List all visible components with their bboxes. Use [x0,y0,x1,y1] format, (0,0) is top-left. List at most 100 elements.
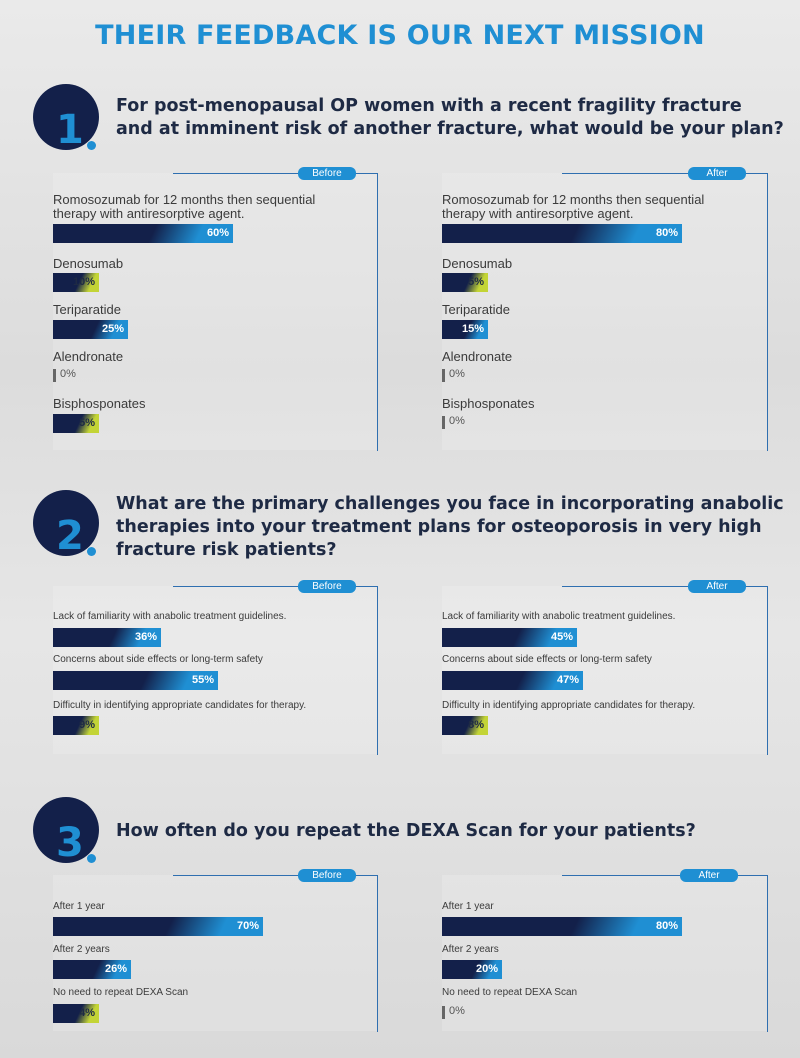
bar: 47% [442,671,583,690]
data-label: 45% [550,631,573,643]
chart-panel [53,586,377,754]
data-label: 0% [449,1005,465,1017]
chart-panel [442,875,767,1031]
category-label: Alendronate [442,349,513,364]
question-text-line: fracture risk patients? [116,540,337,560]
page-title: THEIR FEEDBACK IS OUR NEXT MISSION [95,20,705,51]
category-label: Lack of familiarity with anabolic treatm… [442,611,676,622]
bar: 45% [442,628,577,647]
chart-panel-frame [173,173,378,451]
question-badge [33,490,99,556]
panel-tab-label: Before [298,869,356,882]
question-number: 3 [56,820,84,866]
bar: 25% [53,320,128,339]
chart-panel-frame [173,586,378,755]
data-label: 26% [104,963,127,975]
category-label: Difficulty in identifying appropriate ca… [442,700,696,711]
question-number: 2 [56,513,84,559]
question-badge [33,84,99,150]
question-text-line: How often do you repeat the DEXA Scan fo… [116,821,696,841]
panel-tab-label: After [688,167,746,180]
zero-bar-marker [53,369,56,382]
category-label: No need to repeat DEXA Scan [53,987,189,998]
zero-bar-marker [442,369,445,382]
data-label: 8% [468,719,484,731]
data-label: 9% [79,719,95,731]
bar: 70% [53,917,263,936]
category-label: After 2 years [442,944,499,955]
data-label: 5% [468,276,484,288]
question-text-line: therapies into your treatment plans for … [116,517,762,537]
bar: 8% [442,716,488,735]
data-label: 25% [101,323,124,335]
data-label: 0% [60,368,76,380]
zero-bar-marker [442,416,445,429]
category-label: Difficulty in identifying appropriate ca… [53,700,307,711]
category-label: Bisphosponates [53,396,146,411]
bar: 5% [442,273,488,292]
data-label: 80% [655,920,678,932]
data-label: 55% [191,674,214,686]
category-label: After 2 years [53,944,110,955]
panel-tab-label: After [688,580,746,593]
data-label: 0% [449,368,465,380]
chart-panel [442,173,767,450]
chart-panel [53,173,377,450]
category-label: Lack of familiarity with anabolic treatm… [53,611,287,622]
question-badge [33,797,99,863]
data-label: 80% [655,227,678,239]
category-label: Alendronate [53,349,124,364]
panel-tab-label: Before [298,167,356,180]
panel-tab-label: After [680,869,738,882]
data-label: 60% [206,227,229,239]
data-label: 4% [79,1007,95,1019]
category-label: Denosumab [53,256,124,271]
category-label: Concerns about side effects or long-term… [442,654,652,665]
question-text-line: For post-menopausal OP women with a rece… [116,96,742,116]
category-label: No need to repeat DEXA Scan [442,987,578,998]
data-label: 36% [134,631,157,643]
bar: 20% [442,960,502,979]
category-label: After 1 year [53,901,105,912]
bar: 80% [442,224,682,243]
bar: 36% [53,628,161,647]
chart-panel-frame [562,173,768,451]
bar: 26% [53,960,131,979]
data-label: 10% [72,276,95,288]
category-label: Romosozumab for 12 months then sequentia… [442,192,705,221]
question-number-dot [87,141,96,150]
data-label: 70% [236,920,259,932]
category-label: Teriparatide [442,302,510,317]
question-number-dot [87,547,96,556]
bar: 4% [53,1004,99,1023]
question-text-line: What are the primary challenges you face… [116,494,784,514]
bar: 55% [53,671,218,690]
chart-panel [442,586,767,754]
category-label: Concerns about side effects or long-term… [53,654,263,665]
chart-panel-frame [562,875,768,1032]
chart-panel-frame [173,875,378,1032]
bar: 9% [53,716,99,735]
data-label: 5% [79,417,95,429]
category-label: Romosozumab for 12 months then sequentia… [53,192,316,221]
panel-tab-label: Before [298,580,356,593]
data-label: 20% [475,963,498,975]
chart-panel [53,875,377,1031]
bar: 60% [53,224,233,243]
question-number: 1 [56,107,84,153]
data-label: 15% [461,323,484,335]
category-label: Bisphosponates [442,396,535,411]
chart-panel-frame [562,586,768,755]
bar: 5% [53,414,99,433]
bar: 10% [53,273,99,292]
category-label: After 1 year [442,901,494,912]
category-label: Denosumab [442,256,513,271]
question-text-line: and at imminent risk of another fracture… [116,119,784,139]
data-label: 0% [449,415,465,427]
bar: 80% [442,917,682,936]
question-number-dot [87,854,96,863]
bar: 15% [442,320,488,339]
category-label: Teriparatide [53,302,121,317]
zero-bar-marker [442,1006,445,1019]
data-label: 47% [556,674,579,686]
